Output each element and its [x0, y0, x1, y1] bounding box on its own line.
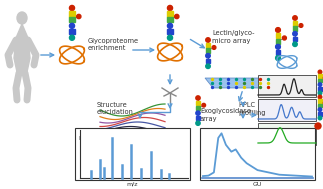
Circle shape: [276, 28, 280, 32]
Point: [249, 85, 255, 88]
Point: [234, 85, 239, 88]
Point: [241, 77, 246, 81]
Bar: [206, 43, 210, 47]
Point: [217, 77, 223, 81]
Text: I: I: [78, 136, 80, 141]
Circle shape: [282, 36, 287, 40]
Circle shape: [276, 56, 280, 60]
Circle shape: [318, 70, 322, 74]
Circle shape: [315, 123, 321, 129]
Circle shape: [167, 5, 172, 11]
Bar: [318, 74, 322, 78]
Text: Lectin/glyco-
micro array: Lectin/glyco- micro array: [212, 30, 255, 43]
Point: [241, 85, 246, 88]
Bar: [258, 75, 316, 97]
Circle shape: [69, 23, 75, 28]
Bar: [318, 99, 322, 103]
Point: [209, 77, 214, 81]
Bar: [293, 37, 297, 41]
Circle shape: [318, 95, 322, 99]
Bar: [276, 50, 280, 55]
Bar: [206, 48, 210, 53]
Circle shape: [293, 42, 297, 46]
Point: [257, 85, 263, 88]
Bar: [196, 101, 200, 105]
Circle shape: [69, 35, 75, 40]
Point: [266, 81, 271, 84]
Bar: [196, 106, 200, 110]
Point: [225, 81, 231, 84]
Circle shape: [276, 44, 280, 49]
Polygon shape: [14, 24, 30, 75]
Circle shape: [196, 96, 200, 100]
Circle shape: [167, 35, 172, 40]
Point: [225, 77, 231, 81]
Bar: [293, 26, 297, 31]
Point: [209, 85, 214, 88]
Circle shape: [69, 5, 75, 11]
Text: Glycoproteome
enrichment: Glycoproteome enrichment: [88, 38, 139, 51]
Circle shape: [206, 64, 210, 68]
Circle shape: [293, 32, 297, 36]
Circle shape: [77, 14, 81, 19]
Bar: [258, 123, 316, 145]
Bar: [258, 99, 316, 121]
Bar: [318, 104, 322, 107]
Point: [257, 77, 263, 81]
Bar: [167, 11, 172, 16]
Bar: [276, 39, 280, 44]
Ellipse shape: [17, 12, 27, 24]
Point: [266, 85, 271, 88]
Bar: [167, 29, 172, 34]
Point: [234, 77, 239, 81]
Point: [225, 85, 231, 88]
Point: [249, 77, 255, 81]
Point: [241, 81, 246, 84]
Text: HPLC
profiling: HPLC profiling: [238, 102, 266, 115]
Bar: [318, 79, 322, 82]
Circle shape: [212, 46, 216, 49]
Circle shape: [293, 16, 297, 20]
Bar: [318, 87, 322, 91]
Text: Exoglycosidase
array: Exoglycosidase array: [200, 108, 251, 122]
Point: [217, 85, 223, 88]
Circle shape: [318, 83, 322, 86]
Circle shape: [196, 121, 200, 125]
Circle shape: [196, 111, 200, 115]
Bar: [206, 59, 210, 63]
Point: [249, 81, 255, 84]
Circle shape: [206, 38, 210, 42]
Circle shape: [175, 14, 179, 19]
Bar: [318, 112, 322, 116]
Bar: [276, 33, 280, 38]
Circle shape: [318, 91, 322, 95]
Point: [234, 81, 239, 84]
Circle shape: [318, 116, 322, 120]
Bar: [75, 128, 190, 180]
Bar: [200, 128, 315, 180]
Bar: [69, 17, 75, 22]
Bar: [69, 29, 75, 34]
Point: [257, 81, 263, 84]
Text: Structure
elucidation: Structure elucidation: [97, 102, 134, 115]
Point: [209, 81, 214, 84]
Circle shape: [167, 23, 172, 28]
Text: m/z: m/z: [127, 182, 138, 187]
Circle shape: [299, 24, 303, 27]
Circle shape: [318, 108, 322, 111]
Bar: [167, 17, 172, 22]
Bar: [196, 116, 200, 120]
Polygon shape: [205, 78, 278, 88]
Text: GU: GU: [253, 182, 262, 187]
Point: [217, 81, 223, 84]
Bar: [69, 11, 75, 16]
Circle shape: [206, 53, 210, 58]
Point: [266, 77, 271, 81]
Circle shape: [202, 103, 205, 107]
Bar: [293, 21, 297, 26]
